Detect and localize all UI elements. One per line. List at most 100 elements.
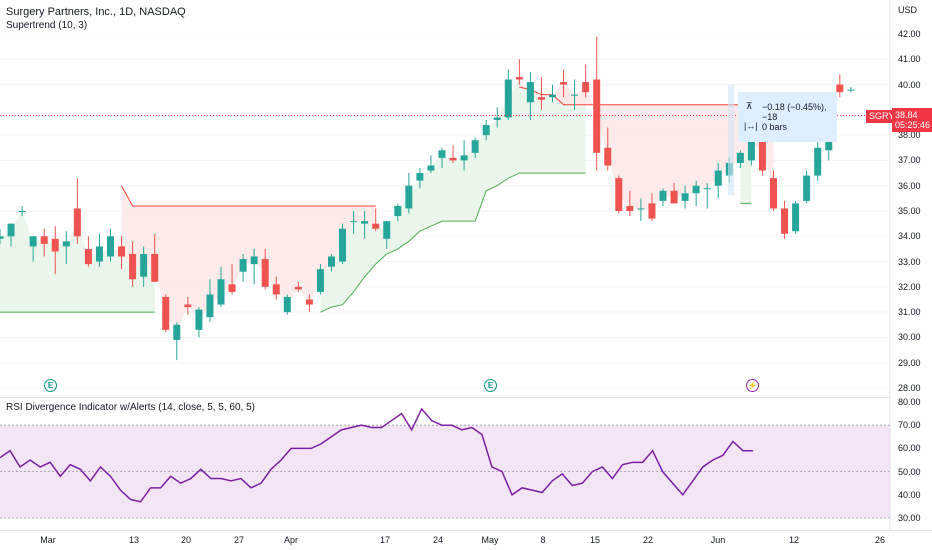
candle-body (471, 140, 479, 153)
candle-body (184, 304, 192, 308)
candle-body (107, 236, 114, 257)
candle-body (0, 236, 4, 239)
price-tick-label: 35.00 (898, 206, 921, 216)
rsi-title[interactable]: RSI Divergence Indicator w/Alerts (14, c… (6, 402, 255, 413)
candle-body (560, 82, 568, 85)
time-tick-label: 26 (874, 535, 886, 545)
time-tick-label: 22 (642, 535, 654, 545)
price-tick-label: 30.00 (898, 332, 921, 343)
candle-body (482, 125, 490, 136)
price-tick-label: 31.00 (898, 307, 921, 318)
time-tick-label: 27 (233, 535, 245, 545)
candle-body (714, 170, 722, 186)
candle-body (427, 165, 435, 171)
time-tick-label: 17 (379, 535, 391, 545)
countdown: 05:25:46 (895, 120, 931, 130)
candle-body (339, 228, 347, 262)
dividend-icon[interactable]: ⚡ (746, 379, 759, 392)
candle-body (792, 203, 800, 232)
candle-body (460, 155, 468, 161)
time-tick-label: 20 (180, 535, 192, 545)
currency-label: USD (898, 5, 918, 15)
measure-change: −0.18 (−0.45%), −18 (762, 102, 827, 122)
measure-bars-icon: |↔| (744, 121, 758, 131)
candle-body (129, 253, 137, 280)
candle-body (217, 279, 225, 305)
measure-range-icon: ⊼ (746, 101, 753, 111)
candle-body (206, 294, 214, 318)
candle-body (637, 208, 645, 210)
candle-body (95, 246, 103, 262)
time-tick-label: Jun (710, 535, 726, 545)
rsi-tick-label: 70.00 (898, 420, 921, 431)
candle-body (62, 241, 70, 247)
supertrend-area (519, 78, 774, 211)
earnings-icon[interactable]: E (44, 379, 57, 392)
price-tick-label: 34.00 (898, 231, 921, 242)
candle-body (537, 97, 545, 100)
candle-body (770, 178, 777, 209)
price-tick-label: 33.00 (898, 256, 921, 267)
rsi-tick-label: 40.00 (898, 489, 921, 500)
candle-body (84, 248, 92, 265)
candle-body (405, 185, 413, 209)
candle-body (593, 79, 601, 153)
price-tick-label: 42.00 (898, 29, 921, 39)
measure-tooltip: ⊼ −0.18 (−0.45%), −18 |↔| 0 bars (738, 92, 837, 142)
price-tick-label: 37.00 (898, 155, 921, 166)
candle-body (438, 150, 446, 158)
candlestick-series[interactable] (0, 36, 855, 361)
candle-body (549, 94, 556, 98)
candle-body (626, 205, 634, 211)
supertrend-area (0, 211, 155, 313)
candle-body (7, 223, 15, 237)
rsi-tick-label: 80.00 (898, 397, 921, 407)
price-tick-label: 28.00 (898, 383, 921, 393)
time-tick-label: 24 (432, 535, 444, 545)
candle-body (493, 117, 501, 120)
candle-body (747, 130, 755, 161)
candle-body (604, 147, 612, 166)
symbol-title[interactable]: Surgery Partners, Inc., 1D, NASDAQ (6, 6, 186, 18)
candle-body (239, 259, 247, 272)
time-tick-label: 15 (589, 535, 601, 545)
price-tick-label: 38.00 (898, 130, 921, 141)
candle-body (283, 296, 291, 313)
candle-body (250, 256, 258, 265)
candle-body (526, 82, 534, 103)
time-tick-label: 13 (128, 535, 140, 545)
candle-body (305, 299, 313, 305)
time-tick-label: 12 (788, 535, 800, 545)
price-tick-label: 32.00 (898, 281, 921, 292)
candle-body (140, 253, 148, 277)
candle-body (29, 236, 37, 247)
candle-body (681, 193, 689, 201)
measure-bars: 0 bars (762, 122, 788, 132)
candle-body (847, 89, 855, 91)
earnings-icon[interactable]: E (484, 379, 497, 392)
rsi-line (0, 407, 753, 503)
supertrend-area (320, 78, 586, 313)
price-tick-label: 36.00 (898, 180, 921, 191)
indicator-label[interactable]: Supertrend (10, 3) (6, 20, 88, 31)
price-tick-label: 29.00 (898, 357, 921, 368)
candle-body (372, 223, 380, 229)
rsi-tick-label: 30.00 (898, 513, 921, 523)
candle-body (449, 157, 457, 161)
price-tick-label: 40.00 (898, 79, 921, 90)
rsi-tick-label: 60.00 (898, 443, 921, 454)
candle-body (383, 221, 391, 239)
candle-body (361, 221, 369, 224)
time-tick-label: 8 (540, 535, 546, 545)
candle-body (703, 188, 711, 190)
symbol-badge: SGRY (866, 110, 898, 123)
last-price-value: 38.84 (895, 110, 918, 120)
supertrend-fill (0, 78, 774, 333)
candle-body (294, 286, 302, 290)
candle-body (350, 221, 358, 223)
candle-body (173, 324, 181, 340)
candle-body (18, 211, 26, 212)
candle-body (40, 236, 48, 244)
supertrend-line (320, 172, 586, 313)
